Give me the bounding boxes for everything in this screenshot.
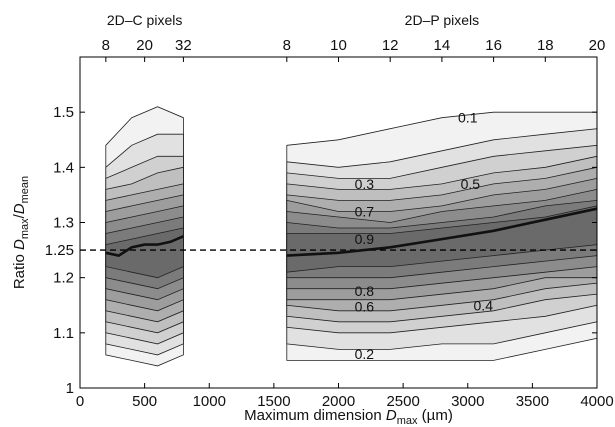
x-axis-title-symbol: D: [386, 407, 397, 424]
contour-label-0.8: 0.8: [355, 283, 375, 299]
x-tick-label: 4000: [580, 393, 613, 410]
top-axis-title-2dp: 2D–P pixels: [405, 12, 479, 28]
contour-label-0.7: 0.7: [355, 203, 375, 219]
x-tick-label: 1500: [257, 393, 290, 410]
y-axis-title-slash: /: [11, 213, 28, 218]
y-axis-title: Ratio Dmax/Dmean: [11, 176, 31, 289]
x-tick-label: 2000: [322, 393, 355, 410]
region-2d-c: [105, 106, 184, 367]
y-axis-title-den-symbol: D: [11, 203, 28, 214]
contour-label-0.9: 0.9: [355, 231, 375, 247]
y-axis-title-prefix: Ratio: [11, 250, 28, 289]
x-axis-ticks: 0 500 1000 1500 2000 2500 3000 3500 4000: [76, 383, 614, 410]
contour-label-0.1: 0.1: [458, 110, 478, 126]
y-axis-ticks: 1 1.1 1.2 1.25 1.3 1.4 1.5: [45, 104, 597, 397]
x-axis-title-subscript: max: [397, 415, 418, 427]
top-tick-label: 20: [136, 37, 153, 54]
y-tick-label: 1.1: [53, 325, 74, 342]
contour-label-0.3: 0.3: [355, 176, 375, 192]
top-tick-label: 14: [434, 37, 451, 54]
x-tick-label: 1000: [193, 393, 226, 410]
y-tick-label: 1.25: [45, 242, 74, 259]
contour-band-2d-c-0.9: [105, 227, 184, 279]
mode-lines: [105, 207, 598, 257]
x-tick-label: 3500: [516, 393, 549, 410]
top-tick-label: 32: [175, 37, 192, 54]
y-tick-label: 1.5: [53, 104, 74, 121]
y-tick-label: 1: [66, 380, 74, 397]
contour-label-0.6: 0.6: [355, 298, 375, 314]
x-tick-label: 500: [132, 393, 157, 410]
y-axis-title-num-symbol: D: [11, 239, 28, 250]
contour-label-0.2: 0.2: [355, 346, 375, 362]
mode-line-2d-p: [286, 207, 598, 257]
top-tick-label: 10: [330, 37, 347, 54]
x-axis-title: Maximum dimension Dmax (µm): [244, 407, 453, 427]
y-axis-title-text: Ratio Dmax/Dmean: [11, 176, 31, 289]
contour-label-0.4: 0.4: [474, 297, 494, 313]
y-axis-title-den-sub: mean: [19, 176, 31, 204]
y-axis-title-num-sub: max: [19, 218, 31, 239]
contour-regions: [105, 106, 598, 367]
top-tick-label: 12: [382, 37, 399, 54]
top-tick-label: 20: [589, 37, 606, 54]
contour-label-0.5: 0.5: [461, 176, 481, 192]
top-axis-title-2dc: 2D–C pixels: [107, 12, 182, 28]
y-tick-label: 1.3: [53, 215, 74, 232]
top-axis-ticks: 8 20 32 8 10 12 14 16 18 20: [102, 37, 606, 62]
top-tick-label: 18: [537, 37, 554, 54]
top-tick-label: 8: [102, 37, 110, 54]
x-axis-title-text: Maximum dimension: [244, 407, 386, 424]
mode-line-2d-c: [105, 235, 184, 257]
x-tick-label: 2500: [386, 393, 419, 410]
contour-level-labels: 0.1 0.3 0.5 0.7 0.9 0.80.6 0.4 0.2: [355, 110, 494, 362]
top-tick-label: 16: [485, 37, 502, 54]
top-tick-label: 8: [283, 37, 291, 54]
y-tick-label: 1.4: [53, 159, 74, 176]
x-tick-label: 3000: [451, 393, 484, 410]
region-2d-p: [286, 111, 598, 361]
y-tick-label: 1.2: [53, 270, 74, 287]
x-tick-label: 0: [76, 393, 84, 410]
x-axis-title-unit: (µm): [418, 407, 453, 424]
